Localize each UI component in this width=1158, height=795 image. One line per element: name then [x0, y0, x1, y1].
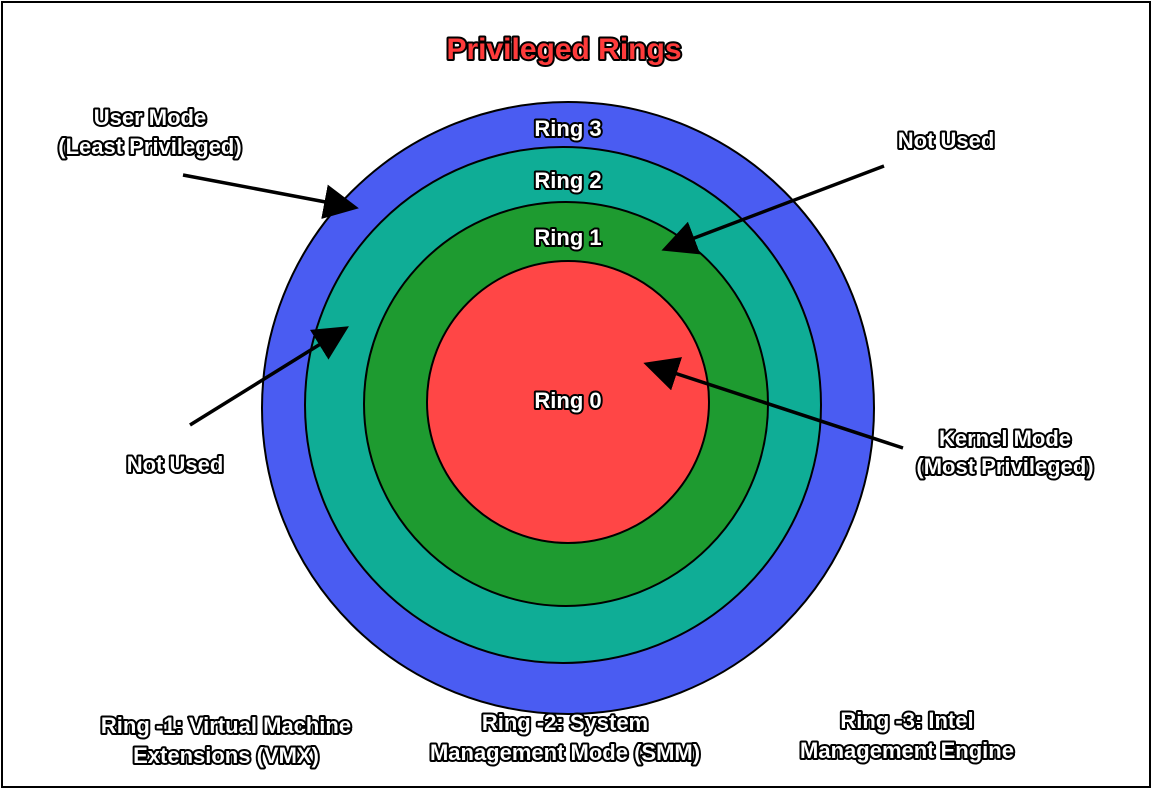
- ring-3-label: Ring 3: [534, 116, 601, 141]
- not-used-right-arrow: [661, 164, 885, 255]
- diagram-title: Privileged Rings: [446, 33, 681, 66]
- not-used-left-label: Not Used: [127, 452, 224, 477]
- ring-minus2-line2: Management Mode (SMM): [430, 740, 700, 765]
- not-used-right-label: Not Used: [898, 128, 995, 153]
- kernel-mode-arrow: [643, 357, 904, 450]
- ring-0-circle: [426, 260, 710, 544]
- not-used-left-arrow: [189, 326, 349, 427]
- ring-0-label: Ring 0: [534, 388, 601, 413]
- kernel-mode-label: Kernel Mode: [939, 426, 1071, 451]
- ring-minus1-line1: Ring -1: Virtual Machine: [101, 713, 351, 738]
- user-mode-arrow: [182, 173, 359, 219]
- ring-2-label: Ring 2: [534, 168, 601, 193]
- ring-minus1-line2: Extensions (VMX): [133, 743, 319, 768]
- ring-minus3-line1: Ring -3: Intel: [840, 708, 973, 733]
- ring-minus3-line2: Management Engine: [800, 738, 1014, 763]
- least-privileged-label: (Least Privileged): [58, 134, 241, 159]
- ring-minus2-line1: Ring -2: System: [482, 710, 648, 735]
- ring-1-label: Ring 1: [534, 225, 601, 250]
- most-privileged-label: (Most Privileged): [916, 454, 1093, 479]
- user-mode-label: User Mode: [94, 105, 206, 130]
